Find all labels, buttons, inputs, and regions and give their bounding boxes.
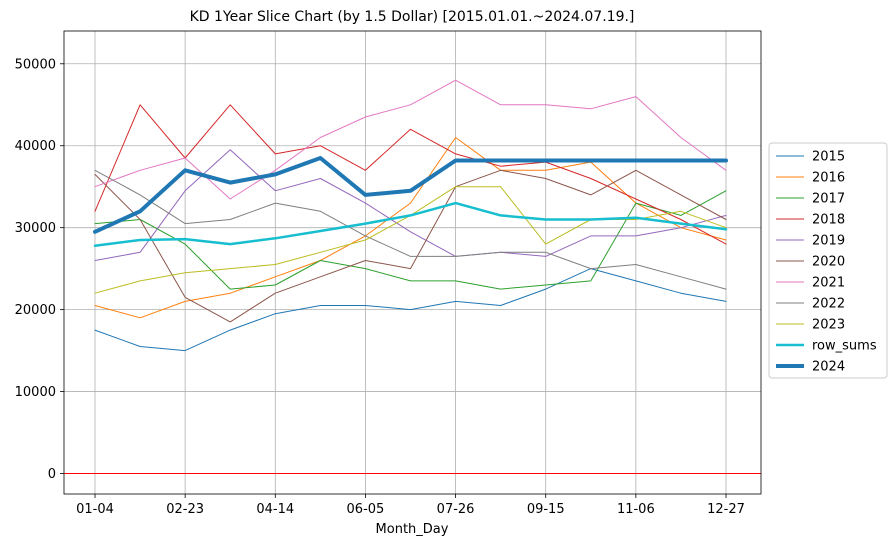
- series-line-2015: [94, 268, 727, 352]
- legend-label: 2018: [812, 213, 845, 228]
- legend-label: 2022: [812, 297, 845, 312]
- x-tick-label: 02-23: [166, 502, 204, 517]
- legend-label: 2024: [812, 360, 845, 375]
- legend-label: 2020: [812, 255, 845, 270]
- x-tick-label: 04-14: [256, 502, 294, 517]
- legend-label: 2023: [812, 318, 845, 333]
- series-line-2016: [94, 137, 727, 319]
- legend-label: 2017: [812, 192, 845, 207]
- series-line-2017: [94, 190, 727, 290]
- x-tick-label: 06-05: [347, 502, 385, 517]
- grid-lines: [64, 31, 761, 494]
- x-tick-label: 07-26: [437, 502, 475, 517]
- legend-label: row_sums: [812, 339, 877, 354]
- series-line-2021: [94, 79, 727, 200]
- plot-frame: [63, 30, 762, 495]
- y-tick-label: 40000: [15, 139, 56, 154]
- series-line-2020: [94, 169, 727, 323]
- y-tick-label: 30000: [15, 221, 56, 236]
- series-line-row_sums: [93, 201, 728, 247]
- x-axis-label: Month_Day: [376, 522, 449, 537]
- chart-title: KD 1Year Slice Chart (by 1.5 Dollar) [20…: [190, 9, 635, 25]
- x-tick-label: 09-15: [527, 502, 565, 517]
- y-axis-ticks: 0 10000 20000 30000 40000 50000: [15, 57, 64, 482]
- x-tick-label: 01-04: [76, 502, 114, 517]
- legend-label: 2019: [812, 234, 845, 249]
- y-tick-label: 20000: [15, 303, 56, 318]
- x-axis-ticks: 01-04 02-23 04-14 06-05 07-26 09-15 11-06 12-27: [76, 494, 745, 517]
- series-lines: [93, 79, 728, 352]
- legend-label: 2015: [812, 150, 845, 165]
- x-tick-label: 11-06: [617, 502, 655, 517]
- x-tick-label: 12-27: [707, 502, 745, 517]
- series-line-2022: [94, 169, 727, 290]
- legend-box: [768, 142, 888, 379]
- legend: 2015 2016 2017 2018 2019 2020 2021 2022 2023 row_…: [768, 142, 888, 379]
- y-tick-label: 0: [48, 467, 56, 482]
- series-line-2024: [93, 156, 728, 234]
- series-line-2019: [94, 149, 727, 261]
- series-line-2018: [94, 104, 727, 245]
- y-tick-label: 10000: [15, 385, 56, 400]
- y-tick-label: 50000: [15, 57, 56, 72]
- legend-label: 2021: [812, 276, 845, 291]
- legend-label: 2016: [812, 171, 845, 186]
